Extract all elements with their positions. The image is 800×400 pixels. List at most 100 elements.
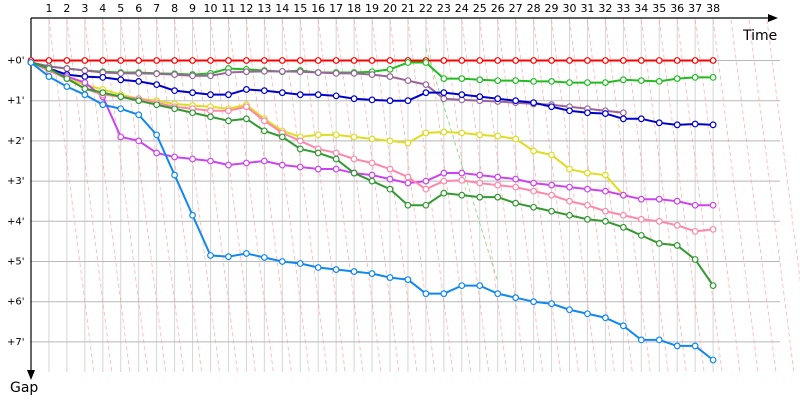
diagonal-reference-line [551, 19, 597, 373]
diagonal-reference-line [515, 19, 561, 373]
data-point [602, 314, 609, 322]
x-tick-label: 14 [275, 2, 289, 15]
data-point [440, 169, 448, 177]
x-tick-label: 15 [293, 2, 307, 15]
data-point [602, 207, 609, 215]
data-point [637, 77, 645, 84]
data-point [440, 95, 448, 103]
x-tick-label: 35 [652, 2, 666, 15]
data-point [171, 171, 179, 179]
data-point [225, 107, 232, 115]
data-point [63, 65, 71, 72]
data-point [422, 81, 430, 89]
diagonal-reference-line [622, 19, 669, 373]
data-point [637, 231, 645, 239]
diagonal-reference-line [228, 19, 274, 373]
series-1 [27, 57, 717, 64]
data-point [153, 70, 161, 78]
data-point [440, 75, 448, 82]
data-point [655, 240, 663, 247]
data-point [171, 105, 179, 113]
data-point [386, 73, 394, 80]
data-point [225, 57, 232, 64]
data-point [45, 65, 53, 72]
diagonal-reference-line [766, 19, 800, 283]
diagonal-reference-line [246, 19, 292, 373]
data-point [548, 103, 555, 111]
data-point [494, 173, 502, 181]
x-tick-label: 17 [329, 2, 343, 15]
data-point [566, 211, 573, 219]
data-point [117, 69, 125, 77]
data-point [368, 57, 376, 64]
data-point [242, 68, 250, 76]
diagonal-reference-line [210, 19, 256, 373]
diagonal-reference-line [263, 19, 310, 373]
data-point [350, 69, 358, 77]
data-point [637, 215, 645, 223]
data-point [260, 87, 268, 95]
x-tick-label: 24 [455, 2, 469, 15]
data-point [386, 57, 394, 64]
data-point [314, 69, 322, 76]
data-point [548, 78, 555, 85]
data-point [619, 57, 627, 64]
x-tick-label: 29 [545, 2, 559, 15]
x-tick-label: 22 [419, 2, 433, 15]
diagonal-reference-line [712, 19, 759, 373]
data-point [422, 177, 430, 185]
x-tick-label: 36 [670, 2, 684, 15]
data-point [691, 201, 699, 209]
data-point [709, 201, 717, 209]
data-point [530, 99, 537, 107]
data-point [548, 151, 555, 159]
data-point [655, 217, 663, 225]
data-point [171, 71, 179, 78]
data-point [296, 137, 304, 145]
data-point [386, 274, 394, 281]
data-point [619, 191, 627, 199]
data-point [63, 57, 71, 64]
data-point [296, 57, 304, 64]
data-point [619, 115, 627, 123]
data-point [602, 110, 609, 117]
data-point [691, 57, 699, 64]
diagonal-reference-line [676, 19, 723, 373]
diagonal-reference-line [587, 19, 633, 373]
x-tick-label: 20 [383, 2, 397, 15]
data-point [135, 97, 143, 105]
x-tick-label: 18 [347, 2, 361, 15]
data-point [81, 91, 89, 99]
x-tick-label: 33 [616, 2, 630, 15]
data-point [548, 57, 555, 64]
x-tick-label: 5 [117, 2, 124, 15]
y-tick-label: +0' [7, 56, 25, 67]
data-point [368, 159, 376, 167]
data-point [260, 127, 268, 135]
diagonal-reference-line [569, 19, 615, 373]
data-point [260, 57, 268, 64]
data-point [512, 294, 520, 302]
data-point [584, 310, 591, 318]
data-point [153, 81, 161, 89]
data-point [691, 256, 699, 263]
x-tick-label: 37 [688, 2, 702, 15]
data-point [440, 89, 448, 97]
x-tick-label: 34 [634, 2, 648, 15]
x-tick-label: 25 [473, 2, 487, 15]
data-point [512, 77, 520, 84]
data-point [242, 250, 250, 257]
data-point [494, 95, 502, 103]
diagonal-reference-line [497, 19, 543, 373]
data-point [314, 165, 322, 173]
diagonal-reference-line [156, 19, 202, 373]
data-point [584, 109, 591, 117]
data-point [673, 242, 681, 249]
data-point [368, 177, 376, 185]
data-point [386, 175, 394, 183]
data-point [63, 75, 71, 82]
diagonal-reference-line [138, 19, 184, 373]
data-point [189, 72, 196, 80]
data-point [655, 195, 663, 203]
data-point [422, 201, 430, 209]
